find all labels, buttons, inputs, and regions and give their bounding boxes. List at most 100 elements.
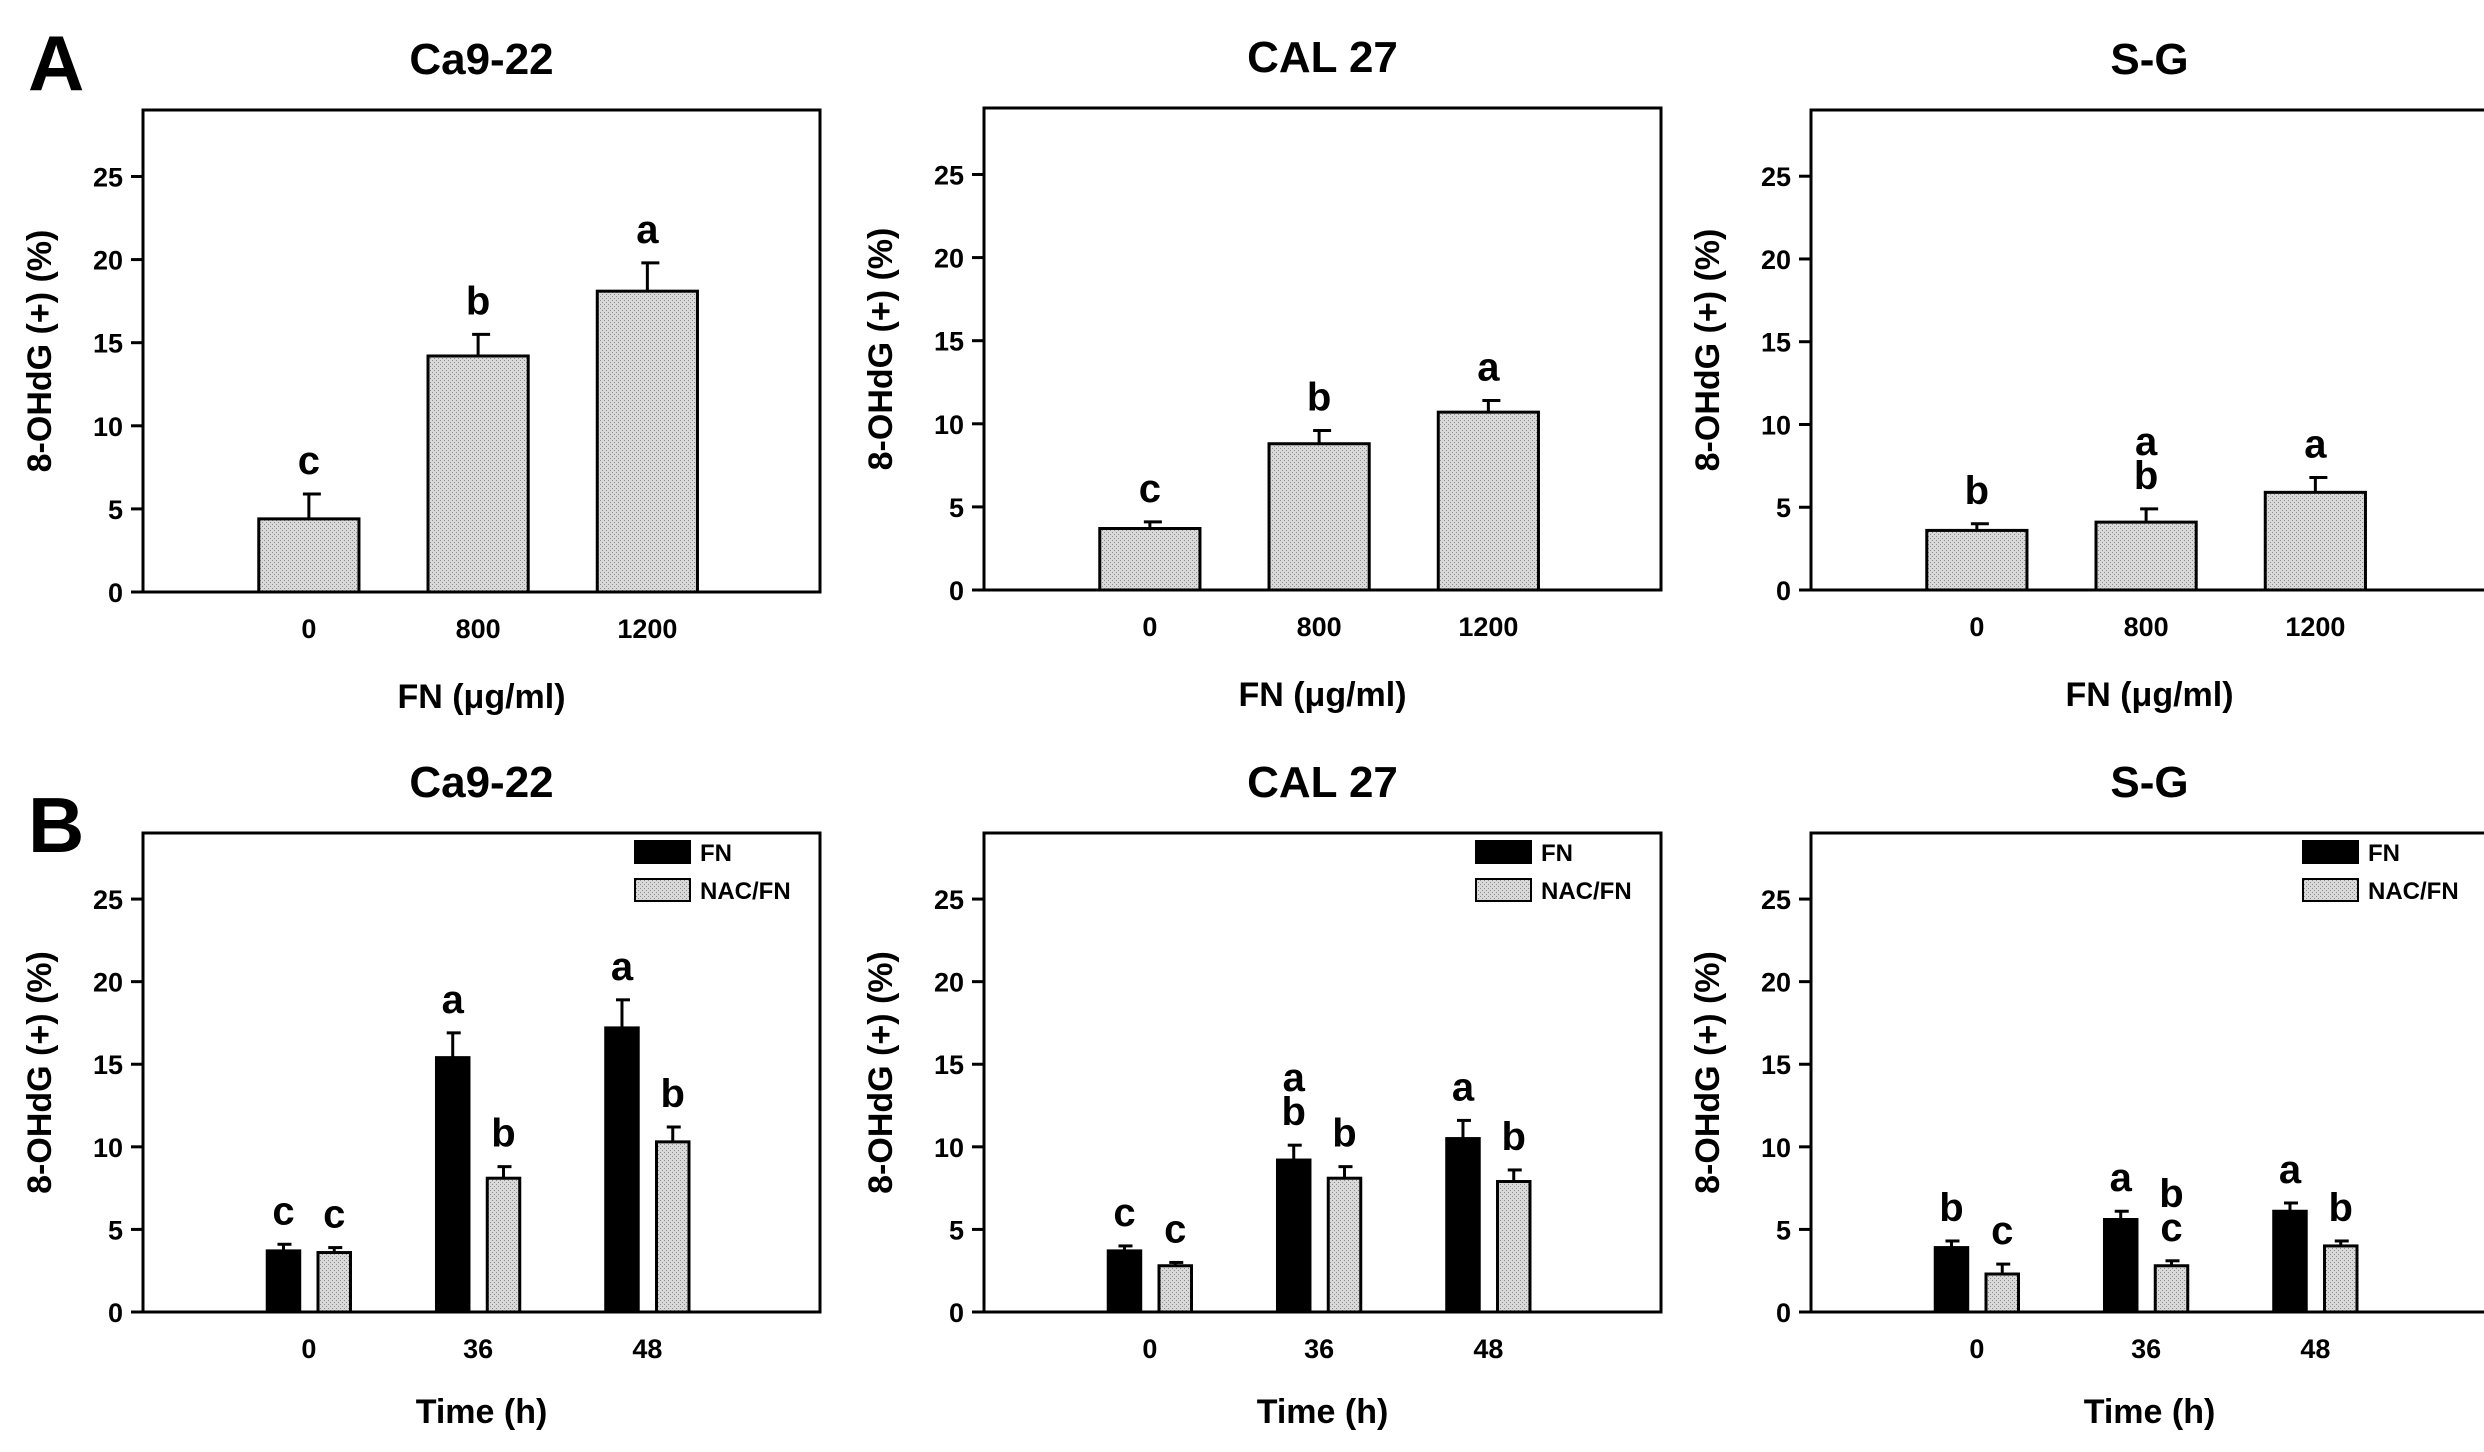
x-tick-label: 800	[1297, 612, 1342, 642]
bar-nac-fn-48	[1496, 1180, 1532, 1314]
significance-letter: b	[1965, 469, 1989, 513]
y-tick-label: 10	[1761, 410, 1791, 440]
chart-b-2: CAL 27 0 5 10 15 20 25 8-OHdG (+) (%) Time (h) 0 c…	[862, 758, 1663, 1431]
bar-fn-0	[265, 1249, 302, 1314]
legend-swatch	[2302, 878, 2359, 902]
significance-letter: c	[272, 1189, 294, 1233]
x-tick-label: 0	[301, 1334, 316, 1364]
bar-0	[1925, 528, 2029, 592]
bar-0	[1098, 527, 1202, 592]
chart-title: Ca9-22	[409, 35, 553, 84]
charts-container: Ca9-22 0 5 10 15 20 25 8-OHdG (+) (%) FN (μg/ml)…	[21, 33, 2484, 1431]
y-tick-label: 15	[1761, 1050, 1791, 1080]
legend-label: FN	[1541, 840, 1573, 867]
x-tick-label: 36	[2131, 1334, 2161, 1364]
chart-title: Ca9-22	[409, 758, 553, 807]
y-tick-label: 25	[934, 885, 964, 915]
significance-letter: b	[466, 279, 490, 323]
legend-swatch	[634, 840, 691, 864]
y-axis-label: 8-OHdG (+) (%)	[1689, 229, 1727, 472]
x-tick-label: 1200	[2285, 612, 2345, 642]
bar-fn-0	[1933, 1246, 1970, 1314]
y-tick-label: 25	[934, 160, 964, 190]
x-tick-label: 0	[1969, 1334, 1984, 1364]
y-tick-label: 25	[93, 885, 123, 915]
x-tick-label: 0	[301, 614, 316, 644]
y-tick-label: 20	[93, 968, 123, 998]
y-tick-label: 10	[934, 410, 964, 440]
plot-frame	[982, 831, 1663, 1314]
chart-a-2: CAL 27 0 5 10 15 20 25 8-OHdG (+) (%) FN (μg/ml)…	[862, 33, 1663, 714]
significance-letter: b	[1332, 1112, 1356, 1156]
bar-fn-48	[604, 1026, 640, 1314]
x-tick-label: 800	[456, 614, 501, 644]
bar-nac-fn-0	[1157, 1264, 1194, 1314]
bar-0	[257, 517, 361, 594]
significance-letter: c	[1164, 1207, 1186, 1251]
y-tick-label: 0	[108, 578, 123, 608]
y-axis-label: 8-OHdG (+) (%)	[862, 228, 900, 471]
y-tick-label: 5	[1776, 1215, 1791, 1245]
significance-letter: c	[298, 439, 320, 483]
legend-swatch	[1475, 840, 1532, 864]
y-axis-label: 8-OHdG (+) (%)	[1689, 951, 1727, 1194]
significance-letter: a	[611, 945, 634, 989]
panel-letter-b: B	[28, 781, 84, 869]
x-tick-label: 36	[1304, 1334, 1334, 1364]
y-tick-label: 25	[1761, 162, 1791, 192]
chart-a-3: S-G 0 5 10 15 20 25 8-OHdG (+) (%) FN (μg/ml) 0 b 8…	[1689, 35, 2484, 714]
x-tick-label: 48	[2300, 1334, 2330, 1364]
y-tick-label: 5	[1776, 493, 1791, 523]
bar-800	[2094, 520, 2198, 592]
chart-title: S-G	[2110, 35, 2188, 84]
y-tick-label: 10	[1761, 1133, 1791, 1163]
y-tick-label: 15	[1761, 328, 1791, 358]
x-tick-label: 0	[1142, 1334, 1157, 1364]
significance-letter: a	[442, 978, 465, 1022]
x-axis-label: FN (μg/ml)	[397, 678, 565, 716]
x-tick-label: 0	[1142, 612, 1157, 642]
x-axis-label: FN (μg/ml)	[2065, 676, 2233, 714]
x-axis-label: Time (h)	[2084, 1393, 2216, 1431]
x-tick-label: 1200	[1458, 612, 1518, 642]
significance-letter: a	[1283, 1056, 1306, 1100]
x-tick-label: 800	[2124, 612, 2169, 642]
x-tick-label: 1200	[617, 614, 677, 644]
significance-letter: a	[1452, 1065, 1475, 1109]
significance-letter: b	[1282, 1090, 1306, 1134]
bar-1200	[2263, 490, 2367, 592]
significance-letter: a	[2110, 1156, 2133, 1200]
y-tick-label: 10	[93, 1133, 123, 1163]
x-axis-label: Time (h)	[1257, 1393, 1389, 1431]
y-tick-label: 0	[1776, 1298, 1791, 1328]
bar-1200	[595, 289, 699, 594]
significance-letter: a	[2304, 422, 2327, 466]
x-axis-label: FN (μg/ml)	[1238, 676, 1406, 714]
y-tick-label: 10	[93, 412, 123, 442]
plot-frame	[1809, 831, 2484, 1314]
significance-letter: a	[2135, 420, 2158, 464]
y-tick-label: 15	[934, 1050, 964, 1080]
bar-nac-fn-48	[2323, 1244, 2359, 1314]
y-axis-label: 8-OHdG (+) (%)	[862, 951, 900, 1194]
significance-letter: b	[2329, 1186, 2353, 1230]
bar-nac-fn-36	[2153, 1264, 2190, 1314]
bar-1200	[1436, 410, 1540, 592]
bar-fn-48	[2272, 1209, 2308, 1314]
bar-nac-fn-36	[1326, 1176, 1363, 1314]
legend-swatch	[1475, 878, 1532, 902]
x-tick-label: 0	[1969, 612, 1984, 642]
bar-fn-0	[1106, 1249, 1143, 1314]
plot-frame	[141, 831, 822, 1314]
y-axis-label: 8-OHdG (+) (%)	[21, 230, 59, 473]
significance-letter: c	[1113, 1191, 1135, 1235]
bar-fn-36	[1275, 1158, 1312, 1314]
significance-letter: a	[636, 208, 659, 252]
bar-nac-fn-0	[316, 1251, 353, 1314]
y-tick-label: 0	[949, 1298, 964, 1328]
bar-800	[426, 354, 530, 594]
y-tick-label: 20	[1761, 968, 1791, 998]
significance-letter: c	[323, 1193, 345, 1237]
y-tick-label: 15	[93, 1050, 123, 1080]
bar-fn-36	[2102, 1218, 2139, 1314]
